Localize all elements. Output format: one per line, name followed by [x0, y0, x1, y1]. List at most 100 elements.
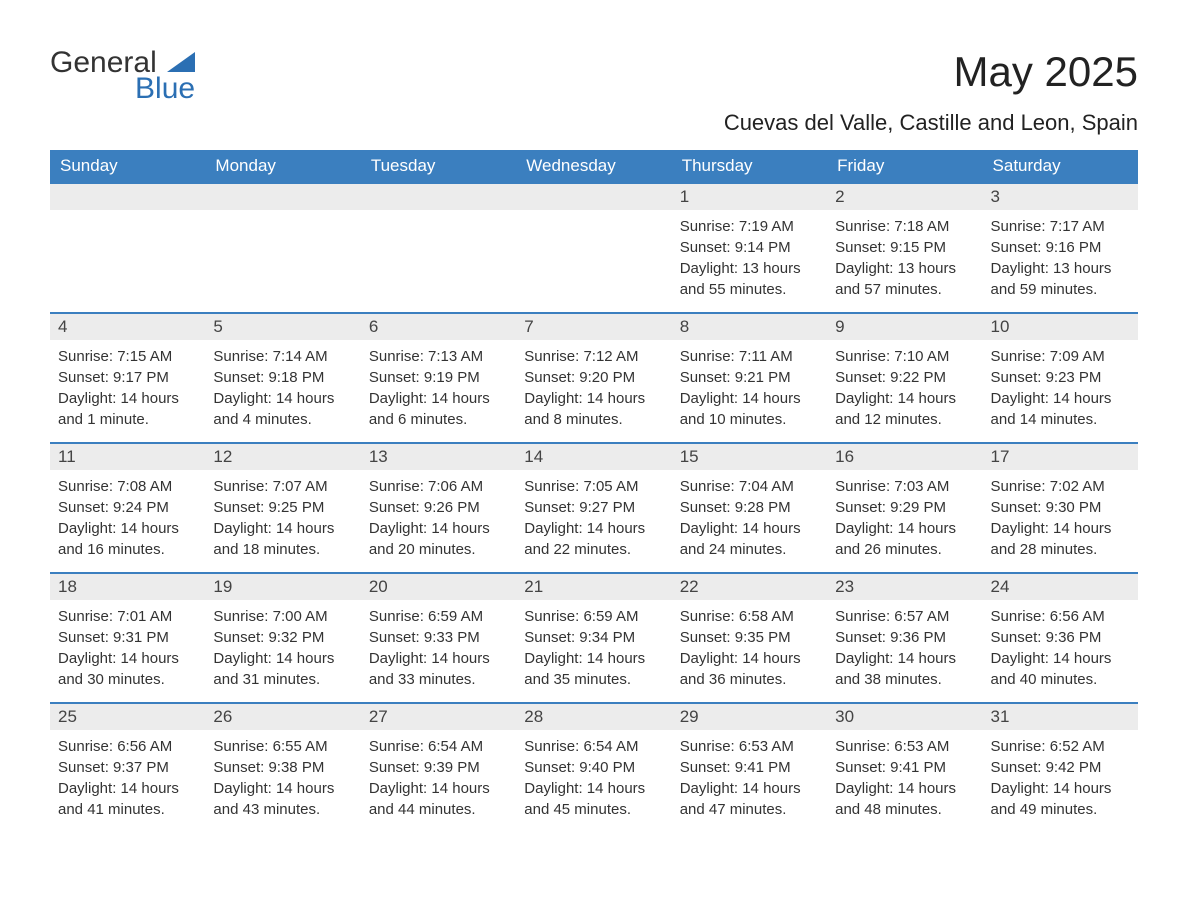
daylight-line: Daylight: 14 hours and 36 minutes.	[680, 648, 819, 690]
weekday-header-cell: Thursday	[672, 150, 827, 182]
daylight-line: Daylight: 13 hours and 55 minutes.	[680, 258, 819, 300]
day-number: 11	[50, 444, 205, 470]
sunset-line: Sunset: 9:42 PM	[991, 757, 1130, 778]
day-number	[50, 184, 205, 210]
day-content: Sunrise: 7:18 AMSunset: 9:15 PMDaylight:…	[827, 210, 982, 310]
daylight-line: Daylight: 14 hours and 47 minutes.	[680, 778, 819, 820]
daylight-line: Daylight: 14 hours and 33 minutes.	[369, 648, 508, 690]
day-number: 20	[361, 574, 516, 600]
day-number: 31	[983, 704, 1138, 730]
daylight-line: Daylight: 14 hours and 31 minutes.	[213, 648, 352, 690]
sunset-line: Sunset: 9:20 PM	[524, 367, 663, 388]
day-number: 17	[983, 444, 1138, 470]
daylight-line: Daylight: 14 hours and 24 minutes.	[680, 518, 819, 560]
sunrise-line: Sunrise: 7:03 AM	[835, 476, 974, 497]
day-number: 27	[361, 704, 516, 730]
month-title: May 2025	[724, 48, 1138, 96]
sunrise-line: Sunrise: 7:05 AM	[524, 476, 663, 497]
daylight-line: Daylight: 14 hours and 35 minutes.	[524, 648, 663, 690]
day-content: Sunrise: 7:02 AMSunset: 9:30 PMDaylight:…	[983, 470, 1138, 570]
day-number: 23	[827, 574, 982, 600]
day-number: 19	[205, 574, 360, 600]
day-cell	[50, 184, 205, 312]
sunset-line: Sunset: 9:23 PM	[991, 367, 1130, 388]
sunset-line: Sunset: 9:18 PM	[213, 367, 352, 388]
sunset-line: Sunset: 9:36 PM	[991, 627, 1130, 648]
day-number: 28	[516, 704, 671, 730]
daylight-line: Daylight: 13 hours and 57 minutes.	[835, 258, 974, 300]
daylight-line: Daylight: 14 hours and 28 minutes.	[991, 518, 1130, 560]
weekday-header-cell: Tuesday	[361, 150, 516, 182]
daylight-line: Daylight: 14 hours and 45 minutes.	[524, 778, 663, 820]
sunrise-line: Sunrise: 7:00 AM	[213, 606, 352, 627]
day-cell: 14Sunrise: 7:05 AMSunset: 9:27 PMDayligh…	[516, 444, 671, 572]
sunrise-line: Sunrise: 7:17 AM	[991, 216, 1130, 237]
day-cell: 18Sunrise: 7:01 AMSunset: 9:31 PMDayligh…	[50, 574, 205, 702]
day-cell: 26Sunrise: 6:55 AMSunset: 9:38 PMDayligh…	[205, 704, 360, 832]
day-number: 2	[827, 184, 982, 210]
day-content: Sunrise: 7:06 AMSunset: 9:26 PMDaylight:…	[361, 470, 516, 570]
sunrise-line: Sunrise: 7:09 AM	[991, 346, 1130, 367]
location-subtitle: Cuevas del Valle, Castille and Leon, Spa…	[724, 110, 1138, 136]
week-row: 4Sunrise: 7:15 AMSunset: 9:17 PMDaylight…	[50, 312, 1138, 442]
day-cell: 4Sunrise: 7:15 AMSunset: 9:17 PMDaylight…	[50, 314, 205, 442]
daylight-line: Daylight: 14 hours and 8 minutes.	[524, 388, 663, 430]
week-row: 1Sunrise: 7:19 AMSunset: 9:14 PMDaylight…	[50, 182, 1138, 312]
day-number	[205, 184, 360, 210]
day-content: Sunrise: 6:59 AMSunset: 9:33 PMDaylight:…	[361, 600, 516, 700]
sunrise-line: Sunrise: 6:59 AM	[369, 606, 508, 627]
sunrise-line: Sunrise: 6:56 AM	[58, 736, 197, 757]
day-number: 6	[361, 314, 516, 340]
sunset-line: Sunset: 9:16 PM	[991, 237, 1130, 258]
weekday-header-cell: Sunday	[50, 150, 205, 182]
day-content: Sunrise: 7:12 AMSunset: 9:20 PMDaylight:…	[516, 340, 671, 440]
day-number: 29	[672, 704, 827, 730]
day-number: 5	[205, 314, 360, 340]
sunset-line: Sunset: 9:35 PM	[680, 627, 819, 648]
daylight-line: Daylight: 14 hours and 6 minutes.	[369, 388, 508, 430]
day-content: Sunrise: 7:09 AMSunset: 9:23 PMDaylight:…	[983, 340, 1138, 440]
day-content: Sunrise: 7:03 AMSunset: 9:29 PMDaylight:…	[827, 470, 982, 570]
day-content: Sunrise: 6:59 AMSunset: 9:34 PMDaylight:…	[516, 600, 671, 700]
day-content: Sunrise: 7:11 AMSunset: 9:21 PMDaylight:…	[672, 340, 827, 440]
day-content: Sunrise: 6:56 AMSunset: 9:37 PMDaylight:…	[50, 730, 205, 830]
day-cell: 17Sunrise: 7:02 AMSunset: 9:30 PMDayligh…	[983, 444, 1138, 572]
day-cell: 1Sunrise: 7:19 AMSunset: 9:14 PMDaylight…	[672, 184, 827, 312]
sunrise-line: Sunrise: 7:14 AM	[213, 346, 352, 367]
week-row: 25Sunrise: 6:56 AMSunset: 9:37 PMDayligh…	[50, 702, 1138, 832]
calendar-page: General Blue May 2025 Cuevas del Valle, …	[0, 0, 1188, 862]
weekday-header-cell: Monday	[205, 150, 360, 182]
brand-logo-text: General Blue	[50, 48, 195, 104]
day-number: 13	[361, 444, 516, 470]
daylight-line: Daylight: 14 hours and 49 minutes.	[991, 778, 1130, 820]
sunrise-line: Sunrise: 6:54 AM	[524, 736, 663, 757]
day-cell: 2Sunrise: 7:18 AMSunset: 9:15 PMDaylight…	[827, 184, 982, 312]
sunrise-line: Sunrise: 6:53 AM	[835, 736, 974, 757]
sunset-line: Sunset: 9:26 PM	[369, 497, 508, 518]
day-content: Sunrise: 7:04 AMSunset: 9:28 PMDaylight:…	[672, 470, 827, 570]
day-number: 8	[672, 314, 827, 340]
daylight-line: Daylight: 14 hours and 16 minutes.	[58, 518, 197, 560]
weekday-header-cell: Saturday	[983, 150, 1138, 182]
sunset-line: Sunset: 9:29 PM	[835, 497, 974, 518]
day-cell: 11Sunrise: 7:08 AMSunset: 9:24 PMDayligh…	[50, 444, 205, 572]
day-cell: 7Sunrise: 7:12 AMSunset: 9:20 PMDaylight…	[516, 314, 671, 442]
day-number: 18	[50, 574, 205, 600]
sunset-line: Sunset: 9:30 PM	[991, 497, 1130, 518]
week-row: 11Sunrise: 7:08 AMSunset: 9:24 PMDayligh…	[50, 442, 1138, 572]
sunrise-line: Sunrise: 7:02 AM	[991, 476, 1130, 497]
sunrise-line: Sunrise: 7:07 AM	[213, 476, 352, 497]
sunset-line: Sunset: 9:19 PM	[369, 367, 508, 388]
day-cell: 9Sunrise: 7:10 AMSunset: 9:22 PMDaylight…	[827, 314, 982, 442]
day-number: 4	[50, 314, 205, 340]
day-number	[361, 184, 516, 210]
brand-logo: General Blue	[50, 48, 195, 104]
day-cell: 31Sunrise: 6:52 AMSunset: 9:42 PMDayligh…	[983, 704, 1138, 832]
day-number: 26	[205, 704, 360, 730]
day-number: 7	[516, 314, 671, 340]
day-content: Sunrise: 7:08 AMSunset: 9:24 PMDaylight:…	[50, 470, 205, 570]
day-cell: 8Sunrise: 7:11 AMSunset: 9:21 PMDaylight…	[672, 314, 827, 442]
sunrise-line: Sunrise: 6:56 AM	[991, 606, 1130, 627]
sunrise-line: Sunrise: 6:59 AM	[524, 606, 663, 627]
sunrise-line: Sunrise: 7:19 AM	[680, 216, 819, 237]
